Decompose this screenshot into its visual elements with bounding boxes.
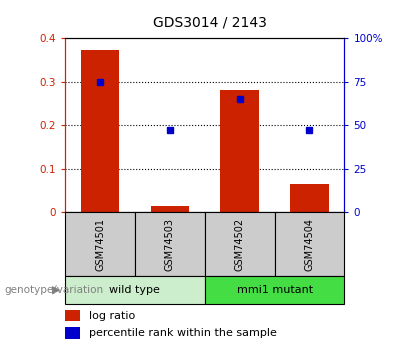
Bar: [205, 212, 275, 276]
Bar: [151, 206, 189, 212]
Bar: [65, 327, 81, 339]
Text: mmi1 mutant: mmi1 mutant: [236, 285, 312, 295]
Bar: [65, 310, 81, 321]
Bar: [290, 184, 329, 212]
Text: percentile rank within the sample: percentile rank within the sample: [89, 328, 277, 338]
Text: GSM74503: GSM74503: [165, 218, 175, 270]
Bar: [220, 90, 259, 212]
Text: GDS3014 / 2143: GDS3014 / 2143: [153, 16, 267, 30]
Text: GSM74504: GSM74504: [304, 218, 315, 270]
Text: GSM74502: GSM74502: [235, 218, 245, 270]
Bar: [275, 212, 344, 276]
Text: log ratio: log ratio: [89, 310, 135, 321]
Text: genotype/variation: genotype/variation: [4, 285, 103, 295]
Bar: [65, 276, 205, 304]
Text: ▶: ▶: [52, 285, 61, 295]
Text: wild type: wild type: [110, 285, 160, 295]
Bar: [81, 50, 119, 212]
Bar: [65, 212, 135, 276]
Bar: [135, 212, 205, 276]
Bar: [205, 276, 344, 304]
Text: GSM74501: GSM74501: [95, 218, 105, 270]
